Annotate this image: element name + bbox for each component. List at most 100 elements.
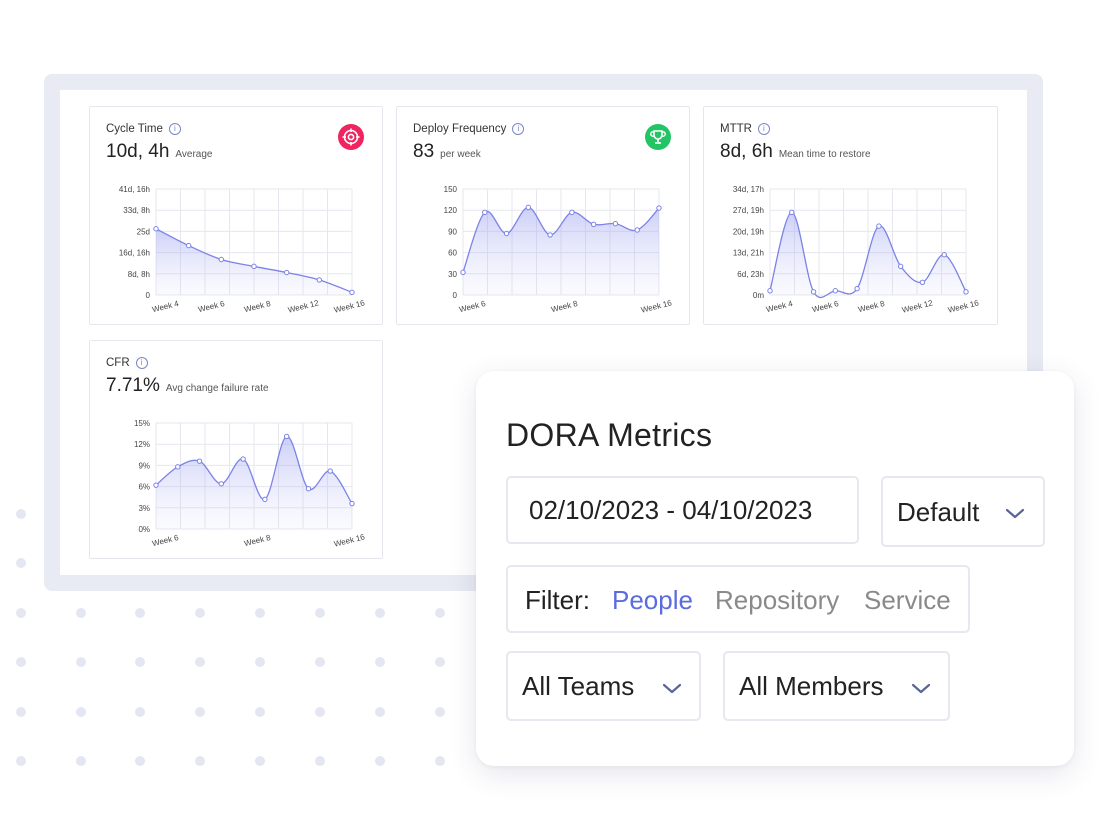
data-point[interactable] xyxy=(767,288,773,294)
mttr-subtitle: Mean time to restore xyxy=(778,149,871,160)
data-point[interactable] xyxy=(327,468,333,474)
deploy-frequency-subtitle: per week xyxy=(440,149,481,160)
mttr-chart: 0m 6d, 23h 13d, 21h 20d, 19h 27d, 19h 34d, 17… xyxy=(733,185,980,315)
data-point[interactable] xyxy=(525,204,532,211)
info-icon[interactable]: i xyxy=(757,123,770,135)
decor-dot xyxy=(255,657,265,667)
data-point[interactable] xyxy=(876,223,882,229)
y-tick-label: 30 xyxy=(448,270,457,279)
data-point[interactable] xyxy=(283,433,290,440)
info-icon[interactable]: i xyxy=(512,123,525,135)
data-point[interactable] xyxy=(218,481,225,487)
series-line xyxy=(462,206,660,273)
data-point[interactable] xyxy=(612,220,619,227)
decor-dot xyxy=(375,756,385,766)
cycle-time-card[interactable]: Cycle Time i 10d, 4h Average 0 8d, 8h 16d,… xyxy=(89,106,383,325)
y-tick-label: 41d, 16h xyxy=(119,185,150,194)
data-point[interactable] xyxy=(262,496,268,503)
data-point[interactable] xyxy=(590,221,597,228)
y-tick-label: 0m xyxy=(753,291,764,300)
data-point[interactable] xyxy=(349,500,355,507)
info-icon[interactable]: i xyxy=(168,123,181,135)
data-point[interactable] xyxy=(460,269,466,276)
data-point[interactable] xyxy=(634,227,640,233)
data-point[interactable] xyxy=(482,209,488,216)
deploy-frequency-value: 83 xyxy=(413,141,435,162)
members-select[interactable]: All Members xyxy=(723,651,950,721)
decor-dot xyxy=(135,657,145,667)
filter-option-repository[interactable]: Repository xyxy=(715,585,840,615)
data-point[interactable] xyxy=(547,232,553,238)
y-tick-label: 6d, 23h xyxy=(737,270,764,279)
chevron-down-icon xyxy=(662,683,682,694)
decor-dot xyxy=(255,608,265,618)
x-tick-label: Week 12 xyxy=(287,298,320,314)
cfr-chart: 0% 3% 6% 9% 12% 15% Week 6 Week 8 Week 16 xyxy=(134,419,366,549)
data-point[interactable] xyxy=(283,269,290,276)
cycle-time-value: 10d, 4h xyxy=(106,141,170,162)
data-point[interactable] xyxy=(240,456,246,462)
decor-dot xyxy=(135,608,145,618)
x-tick-label: Week 8 xyxy=(243,299,272,314)
mttr-value: 8d, 6h xyxy=(720,141,773,162)
data-point[interactable] xyxy=(832,288,839,294)
mttr-card[interactable]: MTTR i 8d, 6h Mean time to restore 0m 6d,… xyxy=(703,106,998,325)
date-range-picker[interactable]: 02/10/2023 - 04/10/2023 xyxy=(506,476,859,544)
preset-select[interactable]: Default xyxy=(881,476,1045,547)
data-point[interactable] xyxy=(897,263,904,270)
data-point[interactable] xyxy=(196,458,203,464)
preset-value: Default xyxy=(897,497,980,527)
info-icon[interactable]: i xyxy=(135,357,148,369)
data-point[interactable] xyxy=(251,263,257,270)
y-tick-label: 12% xyxy=(134,440,150,449)
decor-dot xyxy=(315,608,325,618)
trophy-icon xyxy=(645,124,671,150)
data-point[interactable] xyxy=(305,486,312,492)
data-point[interactable] xyxy=(218,256,225,263)
data-point[interactable] xyxy=(153,482,159,488)
data-point[interactable] xyxy=(349,289,355,296)
x-tick-label: Week 6 xyxy=(458,299,487,314)
card-title: Deploy Frequency i xyxy=(413,123,525,135)
data-point[interactable] xyxy=(316,277,323,283)
filter-option-people[interactable]: People xyxy=(612,585,693,615)
x-tick-label: Week 6 xyxy=(197,299,226,314)
teams-select[interactable]: All Teams xyxy=(506,651,701,721)
y-tick-label: 34d, 17h xyxy=(733,185,764,194)
data-point[interactable] xyxy=(153,226,159,232)
data-point[interactable] xyxy=(810,289,817,295)
card-value: 8d, 6h Mean time to restore xyxy=(720,141,871,163)
y-tick-label: 13d, 21h xyxy=(733,249,764,258)
x-tick-label: Week 4 xyxy=(151,299,180,314)
data-point[interactable] xyxy=(656,205,662,211)
chevron-down-icon xyxy=(1005,508,1025,519)
decor-dot xyxy=(315,657,325,667)
deploy-frequency-card[interactable]: Deploy Frequency i 83 per week 0 30 60 90 12… xyxy=(396,106,690,325)
data-point[interactable] xyxy=(175,464,181,470)
x-tick-label: Week 8 xyxy=(550,299,579,314)
data-point[interactable] xyxy=(569,209,575,216)
teams-value: All Teams xyxy=(522,671,635,701)
series-line xyxy=(769,211,967,299)
filter-option-service[interactable]: Service xyxy=(864,585,951,615)
x-tick-label: Week 4 xyxy=(765,299,794,314)
data-point[interactable] xyxy=(941,252,947,258)
data-point[interactable] xyxy=(854,285,860,292)
decor-dot xyxy=(435,707,445,717)
decor-dot xyxy=(16,657,26,667)
x-tick-label: Week 6 xyxy=(151,533,180,548)
cfr-card[interactable]: CFR i 7.71% Avg change failure rate 0% 3%… xyxy=(89,340,383,559)
decor-dot xyxy=(375,608,385,618)
data-point[interactable] xyxy=(963,289,969,295)
y-tick-label: 8d, 8h xyxy=(128,270,150,279)
data-point[interactable] xyxy=(919,279,926,285)
y-tick-label: 3% xyxy=(138,504,150,513)
data-point[interactable] xyxy=(185,242,192,249)
y-tick-label: 27d, 19h xyxy=(733,206,764,215)
data-point[interactable] xyxy=(789,209,795,216)
data-point[interactable] xyxy=(503,230,510,237)
cycle-time-title: Cycle Time xyxy=(106,123,163,135)
decor-dot xyxy=(435,756,445,766)
decor-dot xyxy=(195,756,205,766)
card-value: 10d, 4h Average xyxy=(106,141,212,163)
